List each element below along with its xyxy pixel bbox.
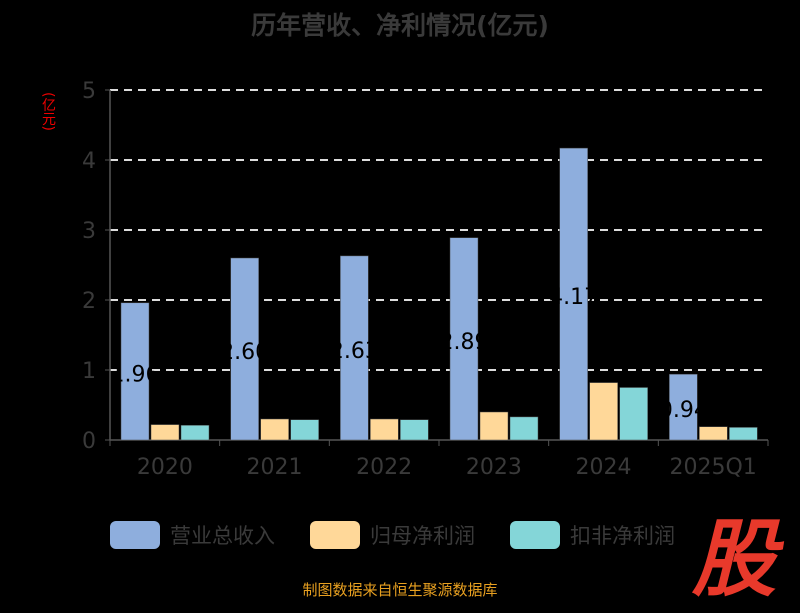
y-tick-label: 3 (82, 219, 96, 244)
bar-deducted-profit (729, 427, 758, 441)
bar-revenue (120, 302, 150, 441)
y-tick-label: 0 (82, 429, 96, 454)
chart-title: 历年营收、净利情况(亿元) (251, 11, 549, 40)
bar-net-profit (589, 382, 618, 441)
legend-item-deducted-profit[interactable]: 扣非净利润 (510, 520, 675, 550)
y-tick-label: 5 (82, 79, 96, 104)
bar-revenue (340, 255, 369, 441)
bar-revenue (669, 373, 698, 441)
legend-label: 营业总收入 (170, 524, 275, 548)
legend-item-net-profit[interactable]: 归母净利润 (310, 520, 475, 550)
bar-deducted-profit (180, 425, 210, 441)
x-tick-label: 2020 (137, 455, 193, 480)
bar-value-label: 2.60 (220, 340, 269, 365)
bar-revenue (230, 257, 259, 441)
bar-deducted-profit (290, 419, 319, 441)
y-axis-label: (亿元) (40, 92, 56, 131)
x-tick-label: 2025Q1 (670, 455, 757, 480)
bar-revenue (449, 237, 479, 441)
y-tick-label: 2 (82, 289, 96, 314)
legend-label: 扣非净利润 (570, 524, 675, 548)
x-tick-label: 2021 (247, 455, 303, 480)
bar-deducted-profit (509, 416, 539, 441)
bar-value-label: 2.63 (330, 339, 379, 364)
y-tick-label: 1 (82, 359, 96, 384)
bar-net-profit (479, 411, 509, 441)
x-tick-label: 2024 (576, 455, 632, 480)
legend-item-revenue[interactable]: 营业总收入 (110, 520, 275, 550)
legend-swatch (310, 521, 360, 549)
legend-swatch (110, 521, 160, 549)
y-tick-label: 4 (82, 149, 96, 174)
bar-value-label: 1.96 (111, 362, 160, 387)
bar-net-profit (150, 424, 180, 441)
legend-label: 归母净利润 (370, 524, 475, 548)
bar-net-profit (260, 418, 289, 441)
bar-deducted-profit (619, 387, 648, 441)
bar-value-label: 2.89 (440, 330, 489, 355)
bar-value-label: 4.17 (549, 285, 598, 310)
bar-value-label: 0.94 (659, 398, 708, 423)
chart-plot: 0 1 2 3 4 5 2020 1.96 2021 2.60 2022 2.63 2023 2.89 20… (82, 79, 769, 480)
x-tick-label: 2023 (466, 455, 522, 480)
bar-deducted-profit (400, 419, 429, 441)
watermark-logo: 股 (692, 510, 777, 608)
x-tick-label: 2022 (356, 455, 412, 480)
legend-swatch (510, 521, 560, 549)
bar-revenue (559, 147, 588, 441)
footer-source: 制图数据来自恒生聚源数据库 (302, 581, 498, 599)
bar-net-profit (699, 426, 728, 441)
bar-net-profit (370, 418, 399, 441)
